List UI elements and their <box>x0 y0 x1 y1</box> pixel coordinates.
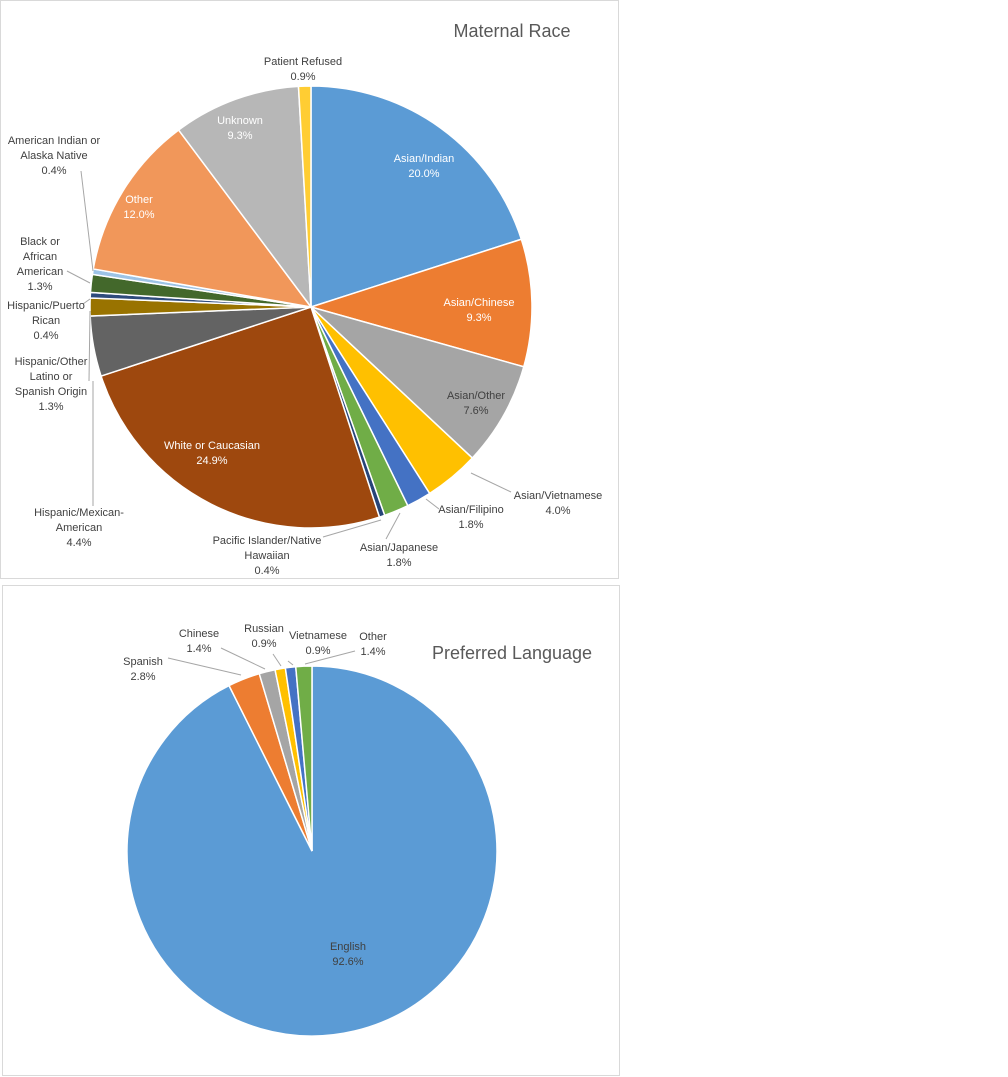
leader-line-asian-japanese <box>385 512 401 540</box>
pie-slice-patient-refused <box>297 85 312 308</box>
data-label-other: Other 12.0% <box>123 194 154 221</box>
data-label-asian-vietnamese: Asian/Vietnamese 4.0% <box>514 490 602 517</box>
data-label-spanish: Spanish 2.8% <box>123 656 163 683</box>
data-label-american-indian-or-alaska-native: American Indian or Alaska Native 0.4% <box>8 135 101 177</box>
data-label-asian-japanese: Asian/Japanese 1.8% <box>360 542 438 569</box>
pie-slice-asian-chinese <box>308 238 533 368</box>
leader-line-hispanic-puerto-rican <box>82 298 91 305</box>
leader-line-asian-vietnamese <box>470 472 512 493</box>
leader-line-russian <box>272 653 282 667</box>
leader-line-spanish <box>167 657 242 676</box>
maternal-race-pie-svg: Asian/Indian 20.0% Asian/Chinese 9.3% Asian/… <box>7 21 602 577</box>
leader-line-american-indian-or-alaska-native <box>80 170 94 272</box>
pie-slice-other <box>294 665 313 852</box>
chart-title: Preferred Language <box>432 643 592 663</box>
preferred-language-pie-svg: English 92.6% Spanish 2.8% Chinese 1.4% Russia… <box>123 623 592 1037</box>
pie-slice-white-or-caucasian <box>100 306 381 529</box>
pie-slice-asian-other <box>310 306 525 460</box>
leader-line-pacific-islander-native-hawaiian <box>322 519 382 538</box>
data-label-other: Other 1.4% <box>359 631 387 658</box>
pie-slices <box>89 85 533 529</box>
leader-line-asian-filipino <box>425 498 440 510</box>
data-label-hispanic-mexican-american: Hispanic/Mexican-American 4.4% <box>34 507 124 549</box>
chart-title: Maternal Race <box>453 21 570 41</box>
data-label-asian-other: Asian/Other 7.6% <box>447 390 505 417</box>
maternal-race-chart: Asian/Indian 20.0% Asian/Chinese 9.3% Asian/… <box>0 0 619 579</box>
leader-line-black-or-african-american <box>66 270 91 284</box>
pie-slice-unknown <box>177 85 312 310</box>
pie-slice-asian-indian <box>310 85 523 309</box>
data-label-hispanic-puerto-rican: Hispanic/Puerto Rican 0.4% <box>7 300 85 342</box>
leader-line-hispanic-other-latino-or-spanish-origin <box>88 310 91 382</box>
data-label-english: English 92.6% <box>330 941 366 968</box>
data-label-white-or-caucasian: White or Caucasian 24.9% <box>164 440 260 467</box>
data-label-asian-chinese: Asian/Chinese 9.3% <box>444 297 515 324</box>
data-label-unknown: Unknown 9.3% <box>217 115 263 142</box>
pie-slices <box>126 665 498 1037</box>
data-label-asian-indian: Asian/Indian 20.0% <box>394 153 455 180</box>
pie-slice-other <box>92 128 313 309</box>
preferred-language-chart: English 92.6% Spanish 2.8% Chinese 1.4% Russia… <box>2 585 620 1076</box>
leader-line-other <box>304 650 356 665</box>
data-label-chinese: Chinese 1.4% <box>179 628 219 655</box>
data-label-black-or-african-american: Black or African American 1.3% <box>17 236 63 293</box>
data-label-asian-filipino: Asian/Filipino 1.8% <box>438 504 503 531</box>
data-label-pacific-islander-native-hawaiian: Pacific Islander/Native Hawaiian 0.4% <box>213 535 322 577</box>
data-label-russian: Russian 0.9% <box>244 623 284 650</box>
data-label-vietnamese: Vietnamese 0.9% <box>289 630 347 657</box>
data-label-patient-refused: Patient Refused 0.9% <box>264 56 342 83</box>
leader-line-vietnamese <box>287 660 294 666</box>
leader-line-chinese <box>220 647 266 670</box>
data-label-hispanic-other-latino-or-spanish-origin: Hispanic/Other Latino or Spanish Origin 1.3… <box>15 356 88 413</box>
